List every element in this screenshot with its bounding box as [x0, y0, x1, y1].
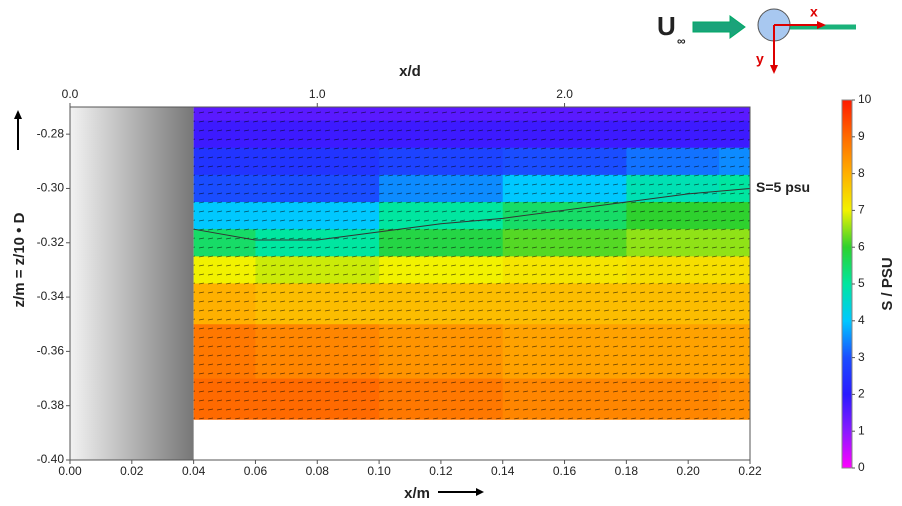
y-tick-label: -0.36 [37, 344, 65, 358]
x-tick-label: 0.16 [553, 464, 577, 478]
y-tick-label: -0.28 [37, 126, 65, 140]
x2-tick-label: 0.0 [62, 87, 79, 101]
colorbar-tick-label: 2 [858, 387, 865, 401]
colorbar-tick-label: 8 [858, 166, 865, 180]
x-tick-label: 0.02 [120, 464, 144, 478]
contour-line [193, 187, 750, 241]
colorbar-tick-label: 5 [858, 276, 865, 290]
x-tick-label: 0.12 [429, 464, 453, 478]
inset-y-label: y [756, 51, 764, 67]
x-tick-label: 0.06 [244, 464, 268, 478]
colorbar-tick-label: 10 [858, 92, 872, 106]
x-tick-label: 0.22 [738, 464, 762, 478]
x-tick-label: 0.14 [491, 464, 515, 478]
cylinder-body [70, 107, 194, 460]
y-arrow-head [14, 110, 22, 119]
y-tick-label: -0.40 [37, 452, 65, 466]
colorbar-tick-label: 0 [858, 460, 865, 474]
colorbar-label: S / PSU [879, 257, 896, 310]
x-axis-label: x/m [404, 485, 430, 502]
colorbar-tick-label: 7 [858, 203, 865, 217]
y-tick-label: -0.30 [37, 181, 65, 195]
x2-tick-label: 1.0 [309, 87, 326, 101]
inset-x-label: x [810, 4, 818, 20]
y-axis-icon-head [770, 65, 778, 74]
x-tick-label: 0.18 [615, 464, 639, 478]
x-tick-label: 0.20 [677, 464, 701, 478]
colorbar-tick-label: 4 [858, 313, 865, 327]
x2-axis-label: x/d [399, 63, 421, 80]
field [70, 107, 750, 460]
colorbar-tick-label: 3 [858, 350, 865, 364]
flow-subscript: ∞ [677, 34, 686, 48]
colorbar-tick-label: 9 [858, 129, 865, 143]
y-tick-label: -0.34 [37, 289, 65, 303]
plot-frame [69, 106, 751, 461]
contour-label: S=5 psu [756, 179, 810, 195]
x-tick-label: 0.04 [182, 464, 206, 478]
x-tick-label: 0.00 [58, 464, 82, 478]
x-arrow-head [476, 488, 484, 496]
colorbar-tick-label: 6 [858, 239, 865, 253]
y-tick-label: -0.32 [37, 235, 65, 249]
flow-arrow [692, 15, 746, 39]
colorbar-tick-label: 1 [858, 423, 865, 437]
vector-field [193, 107, 750, 420]
x-axis-icon-head [817, 21, 826, 29]
x-tick-label: 0.08 [306, 464, 330, 478]
y-tick-label: -0.38 [37, 398, 65, 412]
y-axis-label: z/m = z/10 • D [11, 212, 28, 307]
x-tick-label: 0.10 [367, 464, 391, 478]
colorbar [841, 99, 853, 469]
x2-tick-label: 2.0 [556, 87, 573, 101]
flow-label: U [657, 11, 676, 41]
